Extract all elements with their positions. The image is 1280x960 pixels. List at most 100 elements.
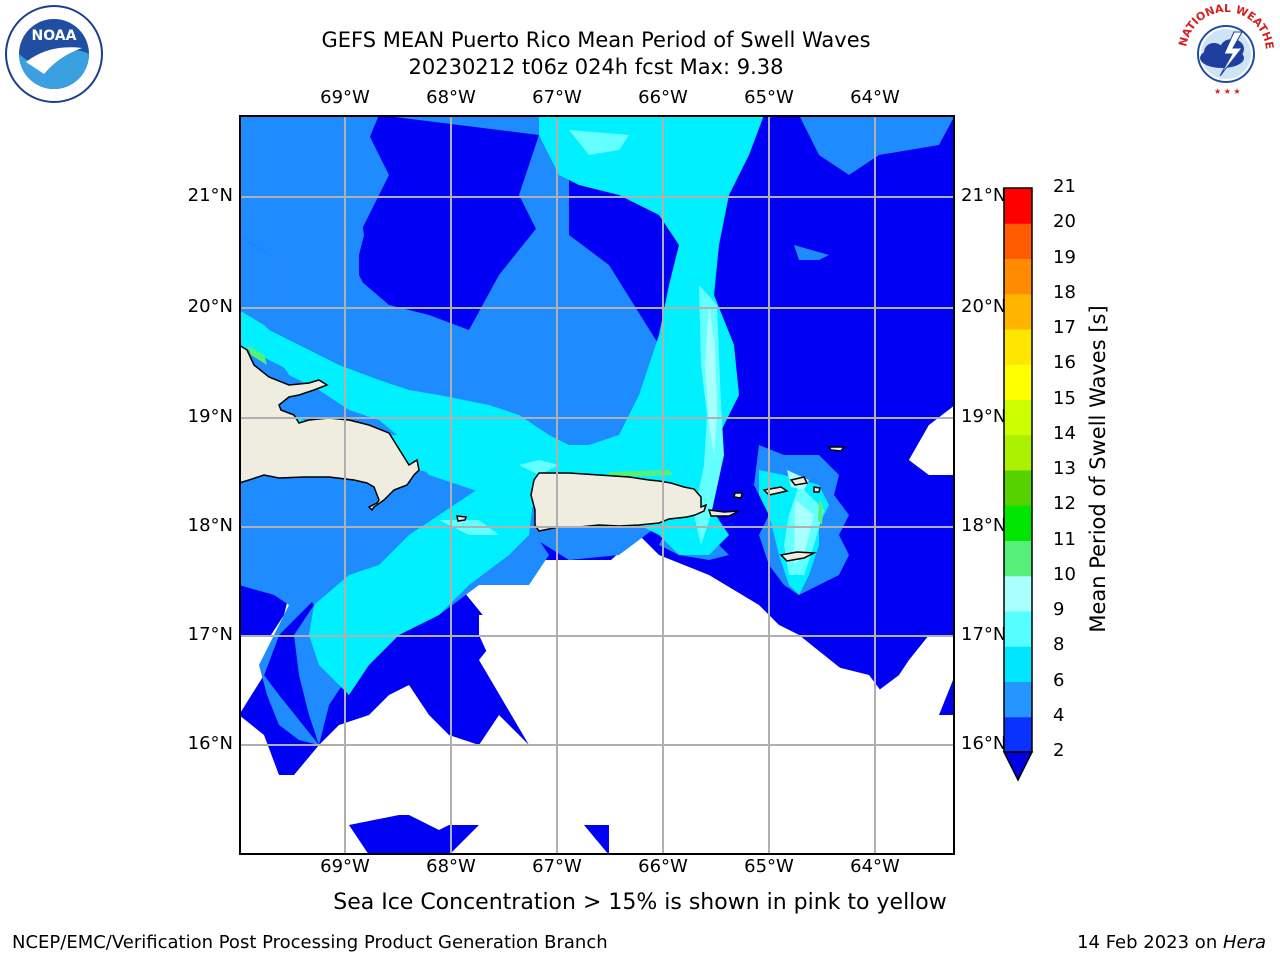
colorbar-segment <box>1004 223 1032 259</box>
lon-label-top: 66°W <box>638 87 688 108</box>
no-data-region <box>829 665 899 715</box>
st-croix-island <box>779 551 817 562</box>
colorbar-tick-label: 9 <box>1053 599 1065 620</box>
colorbar-tick-label: 6 <box>1053 669 1065 691</box>
colorbar-segment <box>1004 646 1032 682</box>
lon-label-top: 69°W <box>320 87 370 108</box>
lat-label-left: 19°N <box>187 406 233 427</box>
colorbar-tick-label: 15 <box>1053 387 1076 409</box>
colorbar-segment <box>1004 188 1032 224</box>
lat-label-right: 19°N <box>961 406 1007 427</box>
colorbar-segment <box>1004 399 1032 436</box>
lat-label-right: 18°N <box>961 515 1007 536</box>
swell-6-8-region <box>239 115 764 555</box>
lon-label-bottom: 66°W <box>638 856 688 877</box>
colorbar-tick-label: 11 <box>1053 528 1076 550</box>
svg-text:★ ★ ★: ★ ★ ★ <box>1214 87 1241 96</box>
colorbar-segment <box>1004 540 1032 577</box>
lat-label-right: 21°N <box>961 185 1007 206</box>
lon-label-bottom: 67°W <box>532 856 582 877</box>
no-data-region <box>449 830 479 855</box>
swell-8-9-region <box>569 130 629 155</box>
swell-9-10-region <box>794 500 814 565</box>
swell-2-4-region <box>349 815 479 855</box>
colorbar-extend-arrow <box>1002 751 1034 782</box>
colorbar-tick-label: 12 <box>1053 493 1076 515</box>
lat-label-left: 16°N <box>187 733 233 754</box>
colorbar <box>1002 187 1034 782</box>
lon-label-top: 64°W <box>850 87 900 108</box>
lon-label-top: 65°W <box>744 87 794 108</box>
colorbar-segment <box>1004 470 1032 506</box>
colorbar-tick-label: 20 <box>1053 211 1076 233</box>
swell-4-6-region <box>679 115 955 175</box>
colorbar-tick-label: 8 <box>1053 634 1065 656</box>
credit-right: 14 Feb 2023 on Hera <box>1077 932 1266 953</box>
colorbar-segment <box>1004 575 1032 612</box>
no-data-region <box>909 405 955 475</box>
culebra-island <box>733 492 743 499</box>
colorbar-segment <box>1004 258 1032 295</box>
swell-10-11-region <box>609 470 674 477</box>
no-data-region <box>899 635 955 715</box>
chart-subtitle: 20230212 t06z 024h fcst Max: 9.38 <box>408 55 784 79</box>
colorbar-tick-label: 19 <box>1053 246 1076 268</box>
noaa-logo-text: NOAA <box>32 28 77 44</box>
swell-2-4-region <box>839 440 847 448</box>
colorbar-tick-label: 16 <box>1053 352 1076 374</box>
lon-label-top: 68°W <box>426 87 476 108</box>
lat-label-right: 17°N <box>961 624 1007 645</box>
colorbar-segment <box>1004 364 1032 400</box>
graticule <box>239 115 955 855</box>
credit-host: Hera <box>1222 932 1266 953</box>
virgin-gorda-island <box>789 476 809 486</box>
colorbar-tick-label: 21 <box>1053 176 1076 197</box>
swell-10-11-region <box>818 500 823 525</box>
no-data-region <box>239 745 399 855</box>
swell-6-8-region <box>239 310 344 385</box>
colorbar-segment <box>1004 716 1032 753</box>
colorbar-segment <box>1004 329 1032 365</box>
chart-title: GEFS MEAN Puerto Rico Mean Period of Swe… <box>321 28 871 52</box>
colorbar-tick-label: 4 <box>1053 704 1065 726</box>
sea-ice-note: Sea Ice Concentration > 15% is shown in … <box>333 890 947 915</box>
swell-6-8-region <box>239 405 534 695</box>
mona-island <box>456 515 468 522</box>
anegada-island <box>827 446 846 452</box>
lat-label-left: 17°N <box>187 624 233 645</box>
lon-label-bottom: 68°W <box>426 856 476 877</box>
colorbar-tick-label: 10 <box>1053 563 1076 585</box>
colorbar-tick-label: 17 <box>1053 317 1076 338</box>
map-frame <box>239 115 955 855</box>
lat-label-left: 20°N <box>187 296 233 317</box>
lon-label-bottom: 64°W <box>850 856 900 877</box>
nws-logo-icon: NATIONAL WEATHER SERVICE ★ ★ ★ <box>1176 4 1276 98</box>
st-thomas-island <box>707 509 740 517</box>
colorbar-tick-label: 13 <box>1053 458 1076 479</box>
colorbar-segment <box>1004 681 1032 718</box>
swell-4-6-region <box>794 245 829 260</box>
swell-8-9-region <box>519 460 559 475</box>
lat-label-left: 21°N <box>187 185 233 206</box>
colorbar-tick-label: 18 <box>1053 281 1076 303</box>
lon-label-bottom: 65°W <box>744 856 794 877</box>
lat-label-left: 18°N <box>187 515 233 536</box>
colorbar-segment <box>1004 293 1032 330</box>
lat-label-right: 20°N <box>961 296 1007 317</box>
lon-label-top: 67°W <box>532 87 582 108</box>
credit-left: NCEP/EMC/Verification Post Processing Pr… <box>12 932 608 953</box>
colorbar-segment <box>1004 434 1032 471</box>
noaa-logo-icon: NOAA <box>5 5 103 103</box>
colorbar-tick-label: 2 <box>1053 740 1065 761</box>
no-data-region <box>479 560 869 855</box>
colorbar-segment <box>1004 611 1032 647</box>
colorbar-label: Mean Period of Swell Waves [s] <box>1086 305 1110 633</box>
hispaniola-landmass <box>239 344 420 512</box>
map-panel <box>239 115 955 855</box>
colorbar-tick-label: 14 <box>1053 422 1076 444</box>
lon-label-bottom: 69°W <box>320 856 370 877</box>
swell-10-11-region <box>247 345 267 365</box>
colorbar-segment <box>1004 505 1032 541</box>
small-cay <box>813 486 821 493</box>
lat-label-right: 16°N <box>961 733 1007 754</box>
